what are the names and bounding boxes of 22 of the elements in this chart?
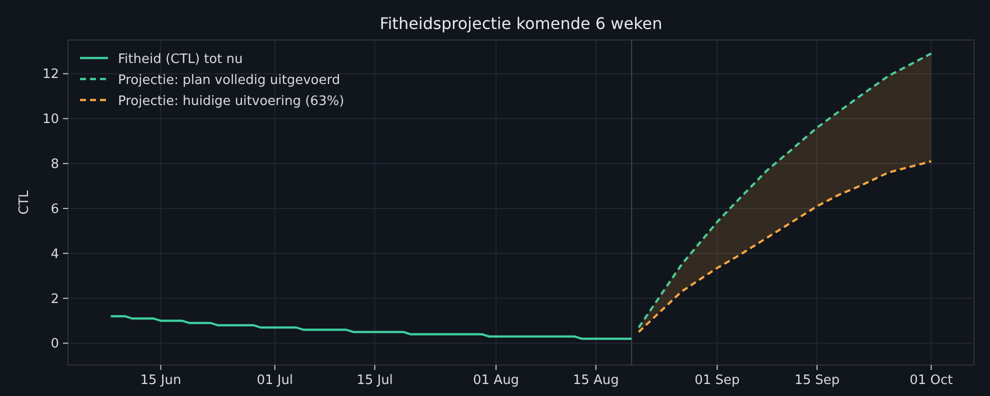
y-tick-label: 12 — [42, 67, 59, 82]
x-tick-label: 01 Sep — [694, 373, 740, 388]
x-tick-label: 01 Aug — [473, 373, 520, 388]
line-series — [638, 160, 932, 334]
x-tick-label: 01 Jul — [256, 373, 294, 388]
chart-title: Fitheidsprojectie komende 6 weken — [380, 14, 662, 33]
legend-label: Fitheid (CTL) tot nu — [118, 52, 243, 67]
y-tick-label: 0 — [50, 336, 59, 352]
x-tick-label: 15 Jul — [356, 373, 393, 388]
legend-label: Projectie: plan volledig uitgevoerd — [118, 73, 340, 88]
y-tick-label: 6 — [50, 202, 59, 217]
y-tick-label: 8 — [50, 157, 59, 172]
line-series — [110, 315, 633, 340]
x-tick-label: 01 Oct — [910, 373, 953, 388]
y-tick-label: 2 — [50, 292, 59, 307]
y-tick-label: 4 — [50, 246, 59, 262]
x-tick-label: 15 Jun — [140, 373, 182, 388]
x-tick-label: 15 Sep — [794, 373, 840, 388]
x-tick-label: 15 Aug — [572, 373, 619, 388]
y-tick-label: 10 — [42, 112, 59, 128]
y-axis-title: CTL — [17, 190, 32, 215]
legend-label: Projectie: huidige uitvoering (63%) — [118, 94, 344, 109]
